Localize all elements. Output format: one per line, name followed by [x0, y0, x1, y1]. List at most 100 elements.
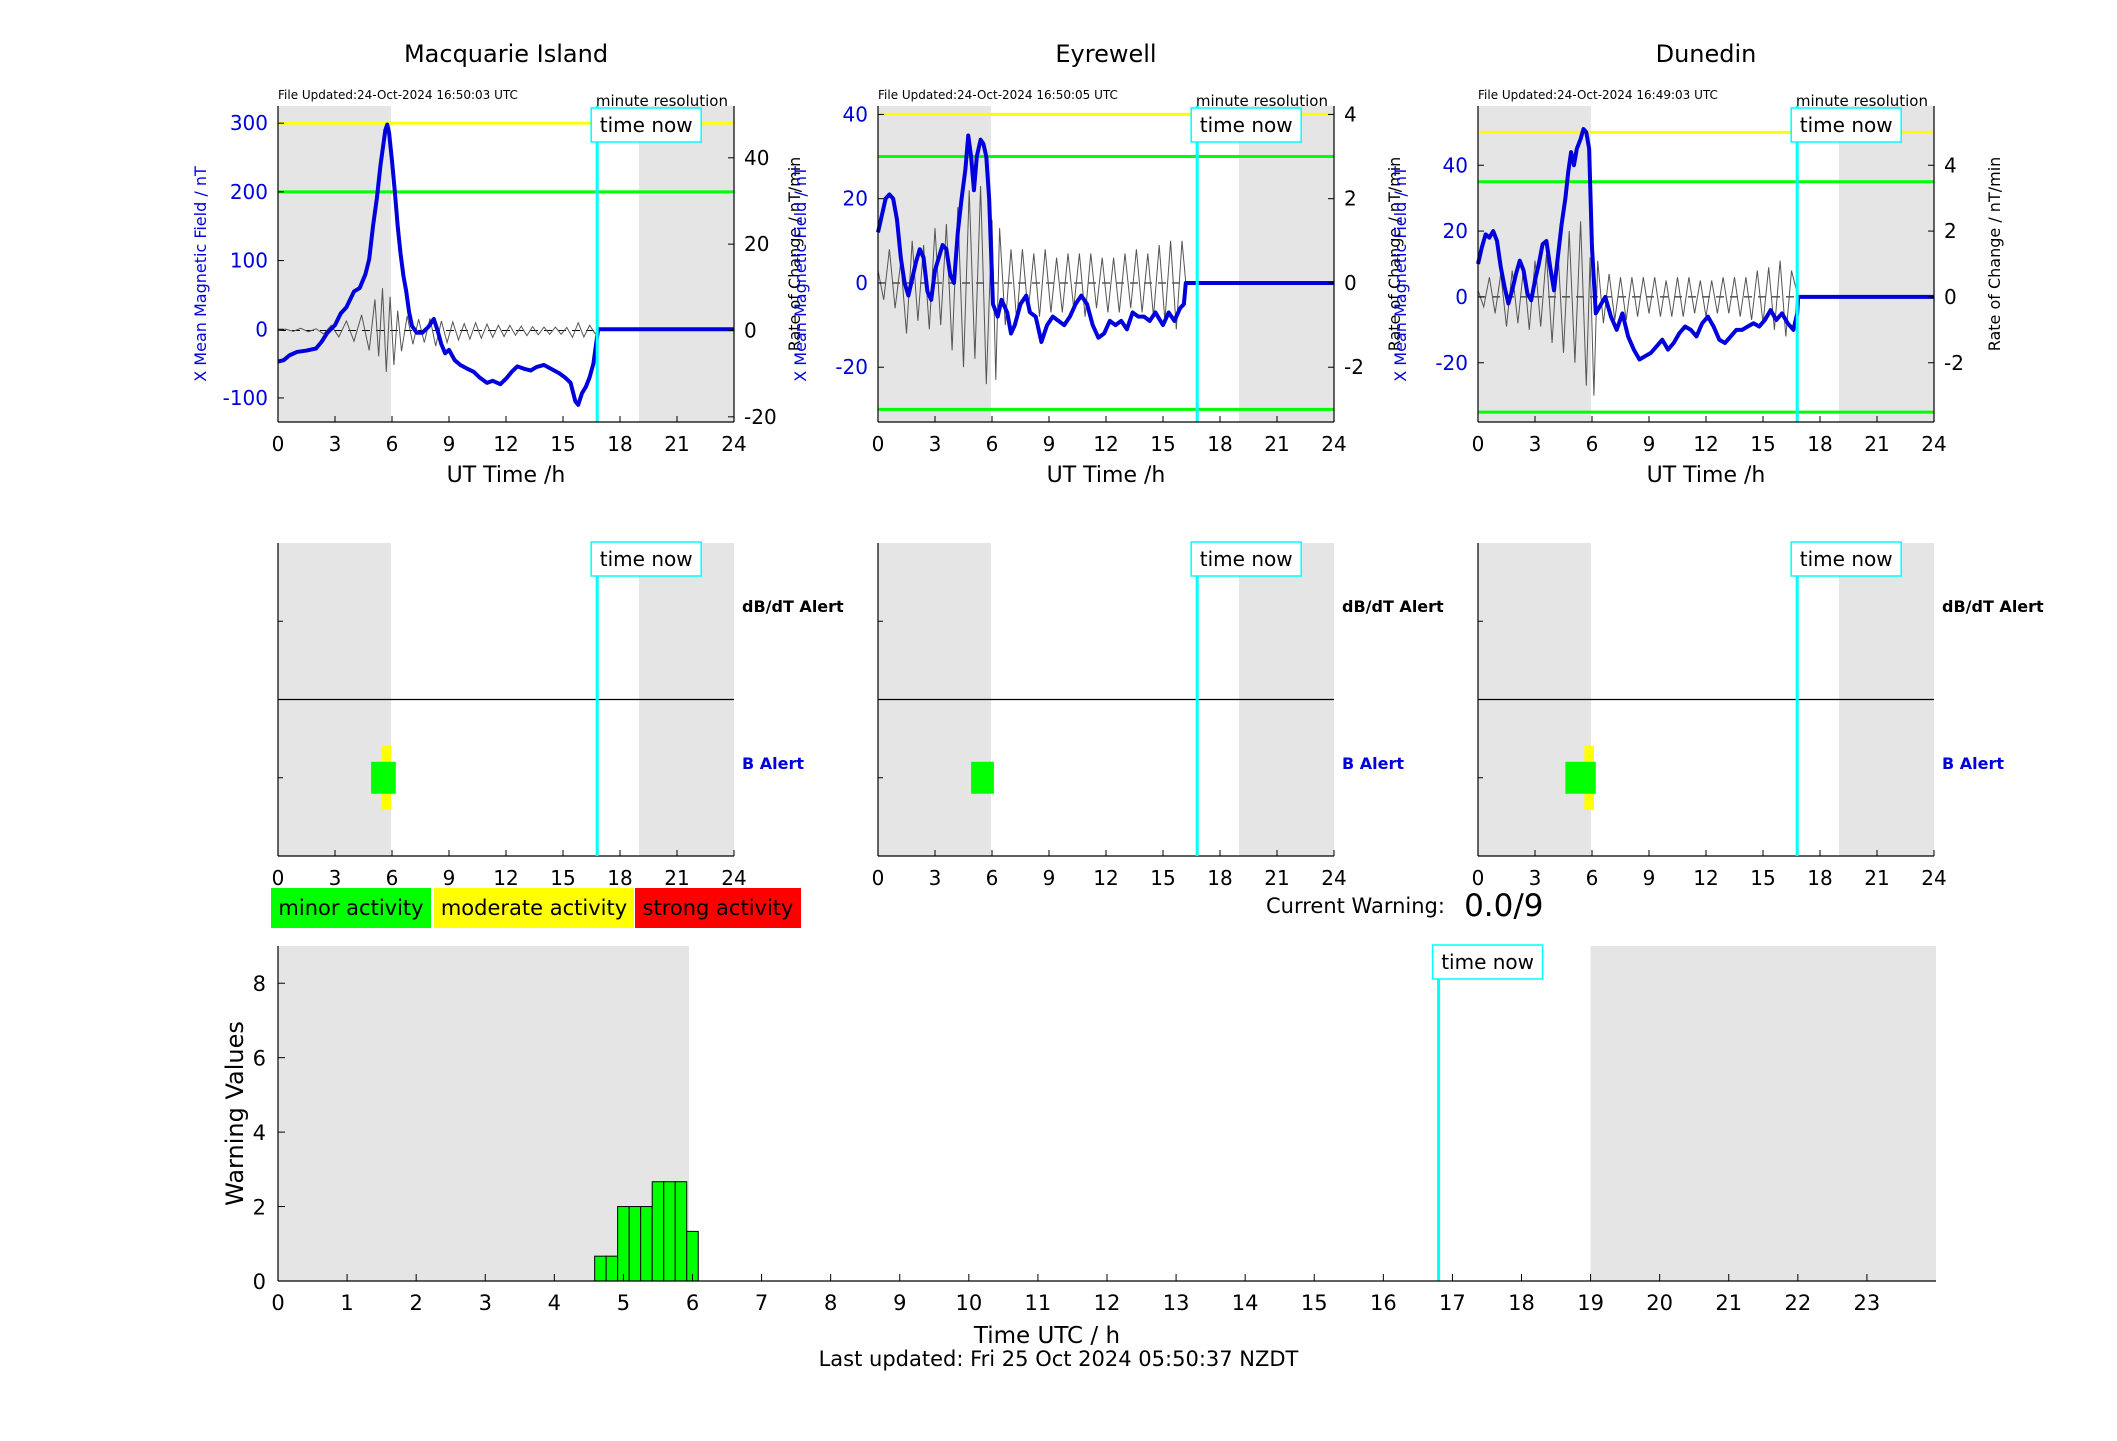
alert-x-tick-label: 6	[386, 866, 399, 890]
x-tick-label: 15	[550, 432, 575, 456]
warning-bar	[686, 1230, 699, 1282]
x-tick-label: 6	[1586, 432, 1599, 456]
right-tick-label: 4	[1944, 153, 1957, 177]
current-warning: Current Warning: 0.0/9	[1266, 888, 1544, 928]
warning-x-tick-label: 5	[617, 1291, 630, 1315]
alert-time-now-label: time now	[600, 547, 693, 571]
alert-x-tick-label: 12	[1093, 866, 1118, 890]
warning-bar	[640, 1206, 653, 1282]
b-alert-box	[971, 761, 994, 794]
left-tick-label: 0	[255, 317, 268, 341]
time-now-label: time now	[1800, 113, 1893, 137]
alert-x-tick-label: 3	[329, 866, 342, 890]
right-tick-label: 2	[1944, 219, 1957, 243]
right-tick-label: 20	[744, 232, 769, 256]
right-tick-label: -2	[1944, 351, 1964, 375]
y-axis-label-right: Rate of Change / nT/min	[785, 157, 804, 352]
last-updated: Last updated: Fri 25 Oct 2024 05:50:37 N…	[818, 1347, 1299, 1371]
night-band	[278, 106, 392, 422]
alert-x-tick-label: 0	[272, 866, 285, 890]
alert-x-tick-label: 9	[443, 866, 456, 890]
warning-bar	[617, 1206, 630, 1282]
time-now-box	[1190, 107, 1302, 143]
warning-y-tick-label: 8	[253, 972, 266, 996]
warning-bar	[605, 1255, 619, 1282]
y-axis-label-right: Rate of Change / nT/min	[1985, 157, 2004, 352]
x-tick-label: 3	[929, 432, 942, 456]
legend-strong-activity: strong activity	[635, 888, 801, 928]
alert-x-tick-label: 9	[1043, 866, 1056, 890]
right-tick-label: 0	[744, 318, 757, 342]
dbdt-alert-label: dB/dT Alert	[742, 597, 844, 616]
x-tick-label: 21	[1264, 432, 1289, 456]
warning-y-tick-label: 4	[253, 1121, 266, 1145]
alert-x-tick-label: 18	[607, 866, 632, 890]
warning-x-tick-label: 11	[1025, 1291, 1052, 1315]
alert-x-tick-label: 3	[1529, 866, 1542, 890]
time-now-box	[590, 107, 702, 143]
resolution-label: minute resolution	[596, 92, 728, 110]
legend-moderate-activity: moderate activity	[434, 888, 634, 928]
alert-x-tick-label: 18	[1207, 866, 1232, 890]
right-tick-label: -2	[1344, 355, 1364, 379]
night-band	[639, 106, 734, 422]
rate-of-change-series	[277, 288, 596, 372]
alert-time-now-box	[590, 541, 702, 577]
resolution-label: minute resolution	[1196, 92, 1328, 110]
x-tick-label: 6	[986, 432, 999, 456]
warning-x-tick-label: 2	[409, 1291, 422, 1315]
dbdt-alert-label: dB/dT Alert	[1942, 597, 2044, 616]
b-alert-box	[1565, 761, 1596, 794]
warning-night-band	[1590, 946, 1936, 1281]
x-tick-label: 18	[1207, 432, 1232, 456]
left-tick-label: 40	[843, 102, 868, 126]
left-tick-label: 40	[1443, 153, 1468, 177]
x-tick-label: 12	[493, 432, 518, 456]
alert-x-tick-label: 12	[493, 866, 518, 890]
alert-x-tick-label: 21	[1264, 866, 1289, 890]
x-tick-label: 9	[1043, 432, 1056, 456]
time-now-label: time now	[600, 113, 693, 137]
left-tick-label: 100	[230, 249, 268, 273]
warning-x-tick-label: 7	[755, 1291, 768, 1315]
time-now-box	[1790, 107, 1902, 143]
night-band	[878, 106, 992, 422]
b-alert-box	[371, 761, 396, 794]
warning-x-tick-label: 9	[893, 1291, 906, 1315]
current-warning-label: Current Warning:	[1266, 894, 1445, 918]
alert-x-tick-label: 6	[1586, 866, 1599, 890]
warning-x-tick-label: 10	[955, 1291, 982, 1315]
x-tick-label: 21	[1864, 432, 1889, 456]
x-axis-label: UT Time /h	[447, 463, 566, 488]
warning-x-tick-label: 4	[548, 1291, 561, 1315]
alert-x-tick-label: 15	[1750, 866, 1775, 890]
warning-x-tick-label: 16	[1370, 1291, 1397, 1315]
alert-time-now-box	[1790, 541, 1902, 577]
alert-time-now-label: time now	[1200, 547, 1293, 571]
x-tick-label: 3	[329, 432, 342, 456]
warning-x-tick-label: 20	[1646, 1291, 1673, 1315]
y-axis-label-left: X Mean Magnetic Field / nT	[1391, 166, 1410, 382]
b-alert-label: B Alert	[1342, 754, 1404, 773]
left-tick-label: -20	[835, 355, 868, 379]
left-tick-label: -100	[223, 386, 268, 410]
left-tick-label: -20	[1435, 351, 1468, 375]
left-tick-label: 300	[230, 111, 268, 135]
warning-x-tick-label: 21	[1715, 1291, 1742, 1315]
b-field-series	[277, 122, 734, 407]
x-axis-label: UT Time /h	[1647, 463, 1766, 488]
night-band	[1239, 106, 1334, 422]
x-tick-label: 21	[664, 432, 689, 456]
warning-x-tick-label: 3	[479, 1291, 492, 1315]
alert-x-tick-label: 9	[1643, 866, 1656, 890]
alert-x-tick-label: 18	[1807, 866, 1832, 890]
x-tick-label: 24	[1321, 432, 1346, 456]
warning-x-tick-label: 13	[1163, 1291, 1190, 1315]
alert-x-tick-label: 21	[1864, 866, 1889, 890]
left-tick-label: 0	[855, 271, 868, 295]
warning-x-tick-label: 14	[1232, 1291, 1259, 1315]
alert-x-tick-label: 0	[1472, 866, 1485, 890]
right-tick-label: 0	[1344, 271, 1357, 295]
b-field-series	[876, 133, 1334, 344]
